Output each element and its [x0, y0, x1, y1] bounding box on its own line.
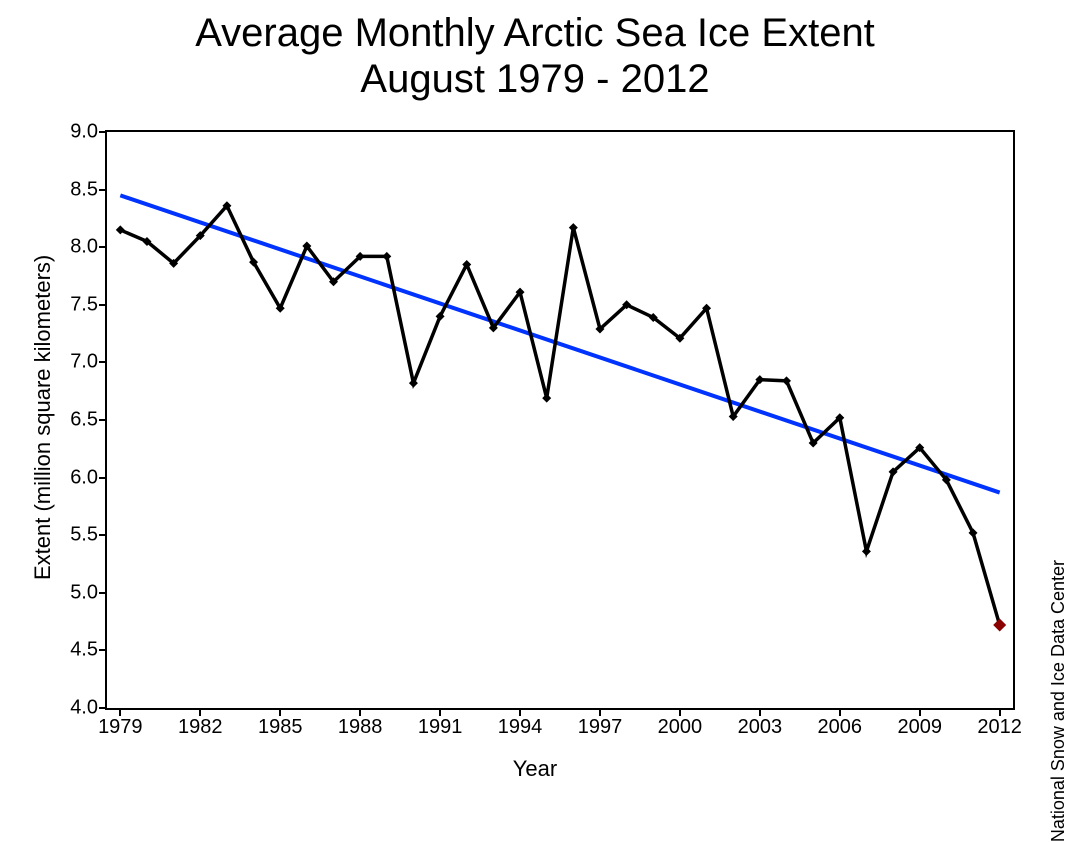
- y-tick-label: 6.5: [38, 409, 98, 432]
- y-tick-label: 6.0: [38, 466, 98, 489]
- x-tick-mark: [519, 710, 521, 716]
- y-tick-label: 4.5: [38, 639, 98, 662]
- x-tick-label: 1997: [578, 716, 623, 739]
- x-tick-mark: [279, 710, 281, 716]
- x-tick-label: 1982: [178, 716, 223, 739]
- data-marker-last: [993, 619, 1006, 632]
- data-marker: [569, 223, 578, 232]
- title-line-1: Average Monthly Arctic Sea Ice Extent: [195, 11, 875, 55]
- x-tick-mark: [359, 710, 361, 716]
- x-tick-mark: [439, 710, 441, 716]
- x-tick-mark: [919, 710, 921, 716]
- y-tick-label: 4.0: [38, 697, 98, 720]
- x-tick-label: 2012: [977, 716, 1022, 739]
- y-tick-label: 7.0: [38, 351, 98, 374]
- x-tick-label: 2003: [738, 716, 783, 739]
- chart-svg: [107, 132, 1013, 708]
- data-marker: [862, 547, 871, 556]
- y-tick-label: 8.5: [38, 178, 98, 201]
- chart-container: Average Monthly Arctic Sea Ice Extent Au…: [0, 0, 1070, 800]
- x-tick-label: 1985: [258, 716, 303, 739]
- x-tick-label: 2009: [897, 716, 942, 739]
- y-tick-label: 5.0: [38, 581, 98, 604]
- x-tick-mark: [599, 710, 601, 716]
- data-marker: [542, 394, 551, 403]
- chart-title: Average Monthly Arctic Sea Ice Extent Au…: [0, 10, 1070, 102]
- x-tick-mark: [679, 710, 681, 716]
- x-tick-label: 1991: [418, 716, 463, 739]
- y-tick-mark: [99, 707, 105, 709]
- y-tick-label: 9.0: [38, 121, 98, 144]
- y-tick-label: 5.5: [38, 524, 98, 547]
- x-tick-mark: [119, 710, 121, 716]
- y-tick-mark: [99, 477, 105, 479]
- y-tick-mark: [99, 304, 105, 306]
- x-tick-label: 2006: [818, 716, 863, 739]
- y-tick-mark: [99, 649, 105, 651]
- x-tick-label: 1994: [498, 716, 543, 739]
- data-marker: [382, 252, 391, 261]
- x-tick-mark: [839, 710, 841, 716]
- plot-area: [105, 130, 1015, 710]
- x-tick-label: 2000: [658, 716, 703, 739]
- x-tick-mark: [759, 710, 761, 716]
- y-tick-mark: [99, 189, 105, 191]
- y-tick-mark: [99, 419, 105, 421]
- x-tick-mark: [199, 710, 201, 716]
- title-line-2: August 1979 - 2012: [360, 57, 709, 101]
- data-line: [120, 206, 999, 625]
- x-tick-label: 1979: [98, 716, 143, 739]
- y-tick-label: 8.0: [38, 236, 98, 259]
- x-axis-label: Year: [0, 756, 1070, 782]
- y-tick-mark: [99, 361, 105, 363]
- x-tick-mark: [999, 710, 1001, 716]
- y-tick-mark: [99, 592, 105, 594]
- trend-line: [120, 195, 999, 492]
- data-marker: [409, 379, 418, 388]
- y-tick-mark: [99, 534, 105, 536]
- x-tick-label: 1988: [338, 716, 383, 739]
- y-tick-mark: [99, 131, 105, 133]
- y-tick-mark: [99, 246, 105, 248]
- y-tick-label: 7.5: [38, 293, 98, 316]
